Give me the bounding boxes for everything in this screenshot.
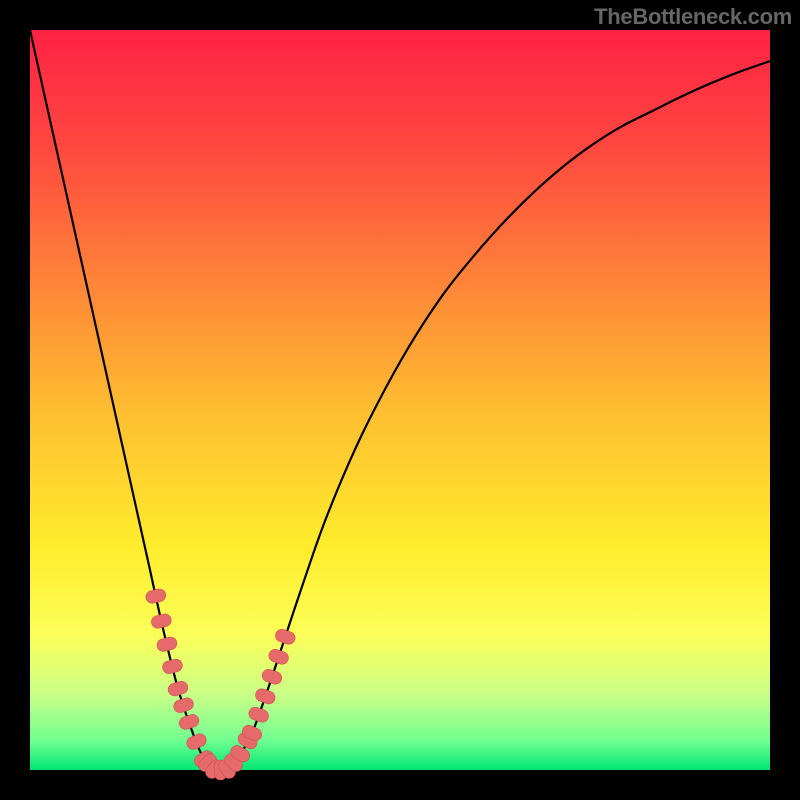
chart-container: { "watermark": "TheBottleneck.com", "cha…: [0, 0, 800, 800]
bottleneck-chart: [0, 0, 800, 800]
plot-gradient-background: [30, 30, 770, 770]
watermark-text: TheBottleneck.com: [594, 4, 792, 30]
